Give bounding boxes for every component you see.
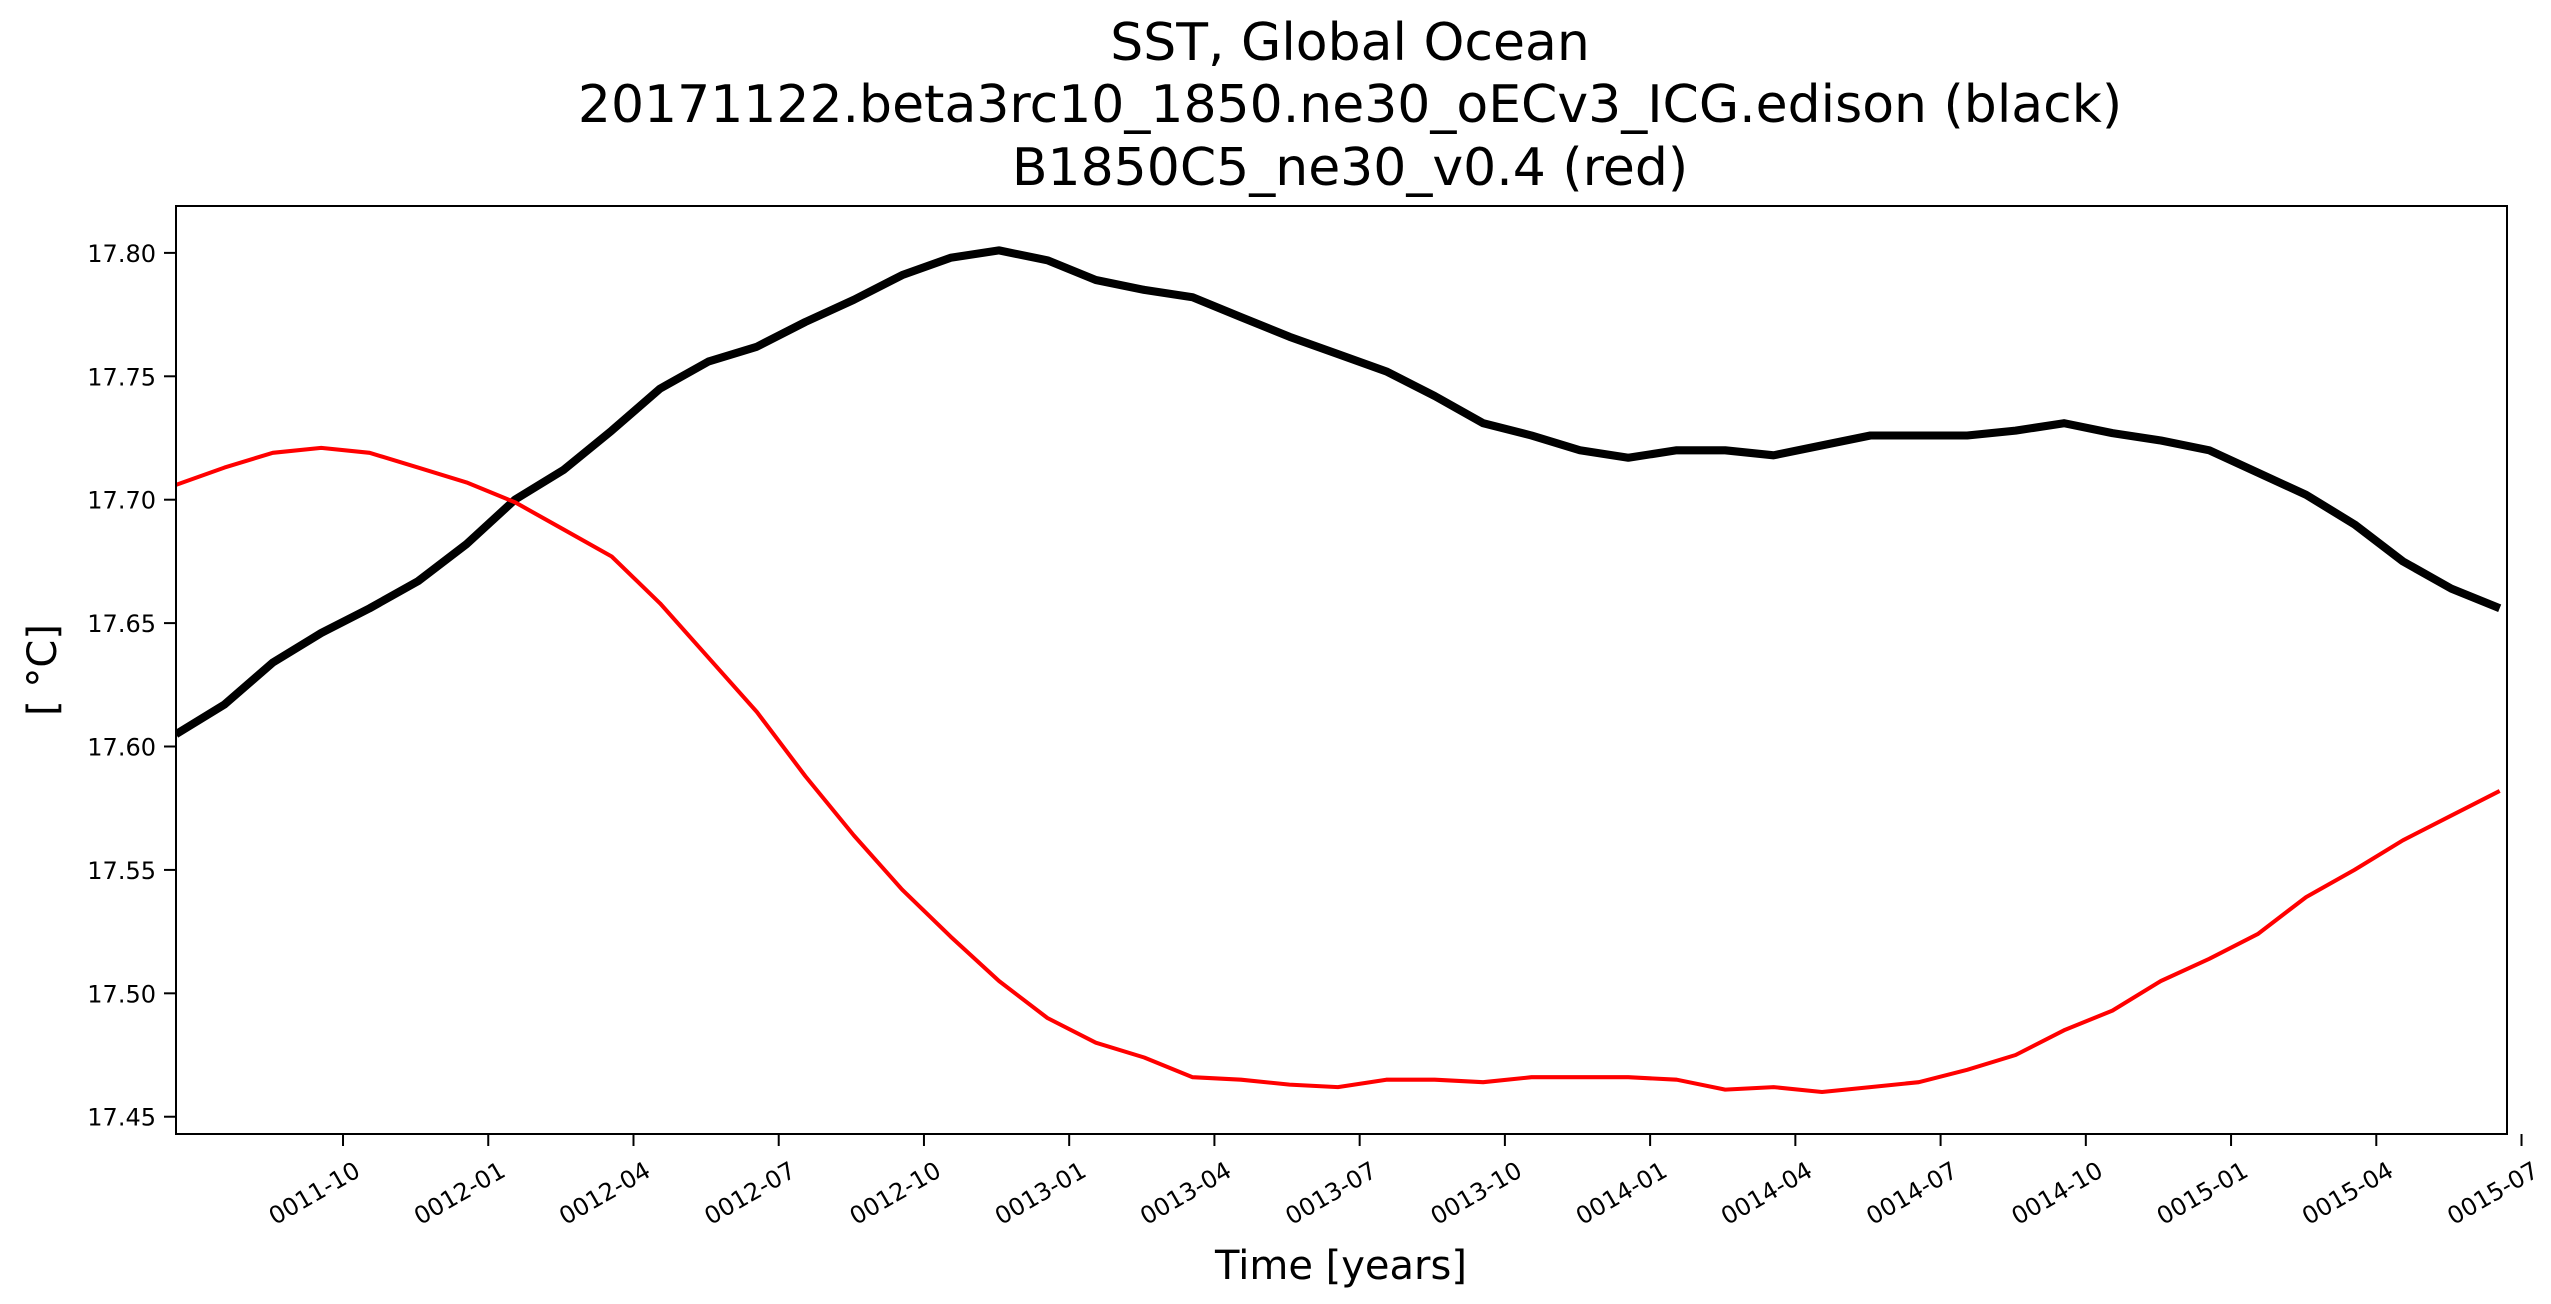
x-tick-label: 0015-07: [2442, 1156, 2543, 1230]
x-tick-label: 0013-07: [1281, 1156, 1382, 1230]
y-axis-label: [ °C]: [20, 624, 66, 716]
y-tick-label: 17.65: [87, 610, 156, 638]
x-tick-label: 0012-04: [554, 1156, 655, 1230]
x-tick-label: 0013-04: [1135, 1156, 1236, 1230]
x-axis: 0011-10 0012-01 0012-04 0012-07 0012-10 0013-…: [264, 1134, 2543, 1231]
x-tick-label: 0014-10: [2007, 1156, 2108, 1230]
y-axis: 17.45 17.50 17.55 17.60 17.65 17.70 17.75 17.80: [87, 240, 176, 1132]
y-tick-label: 17.45: [87, 1104, 156, 1132]
y-tick-label: 17.60: [87, 734, 156, 762]
y-tick-label: 17.80: [87, 240, 156, 268]
x-tick-label: 0011-10: [264, 1156, 365, 1230]
y-tick-label: 17.55: [87, 857, 156, 885]
chart-title: SST, Global Ocean 20171122.beta3rc10_185…: [578, 13, 2122, 198]
plot-area: [175, 205, 2508, 1135]
x-tick-label: 0012-10: [845, 1156, 946, 1230]
y-tick-label: 17.75: [87, 363, 156, 391]
x-tick-label: 0013-10: [1426, 1156, 1527, 1230]
x-tick-label: 0014-01: [1571, 1156, 1672, 1230]
x-tick-label: 0012-01: [409, 1156, 510, 1230]
x-tick-label: 0014-04: [1716, 1156, 1817, 1230]
series-black-line: [176, 246, 2502, 738]
title-line-1: SST, Global Ocean: [1110, 13, 1590, 73]
x-tick-label: 0015-01: [2152, 1156, 2253, 1230]
x-tick-label: 0015-04: [2297, 1156, 2398, 1230]
title-line-2: 20171122.beta3rc10_1850.ne30_oECv3_ICG.e…: [578, 75, 2122, 135]
y-tick-label: 17.50: [87, 980, 156, 1008]
y-tick-label: 17.70: [87, 487, 156, 515]
x-tick-label: 0012-07: [700, 1156, 801, 1230]
x-tick-label: 0014-07: [1862, 1156, 1963, 1230]
title-line-3: B1850C5_ne30_v0.4 (red): [1012, 138, 1688, 198]
x-tick-label: 0013-01: [990, 1156, 1091, 1230]
series-layer: [176, 246, 2502, 1095]
x-axis-label: Time [years]: [1214, 1243, 1467, 1289]
series-red-line: [176, 445, 2501, 1095]
plot-frame: [175, 205, 2508, 1135]
